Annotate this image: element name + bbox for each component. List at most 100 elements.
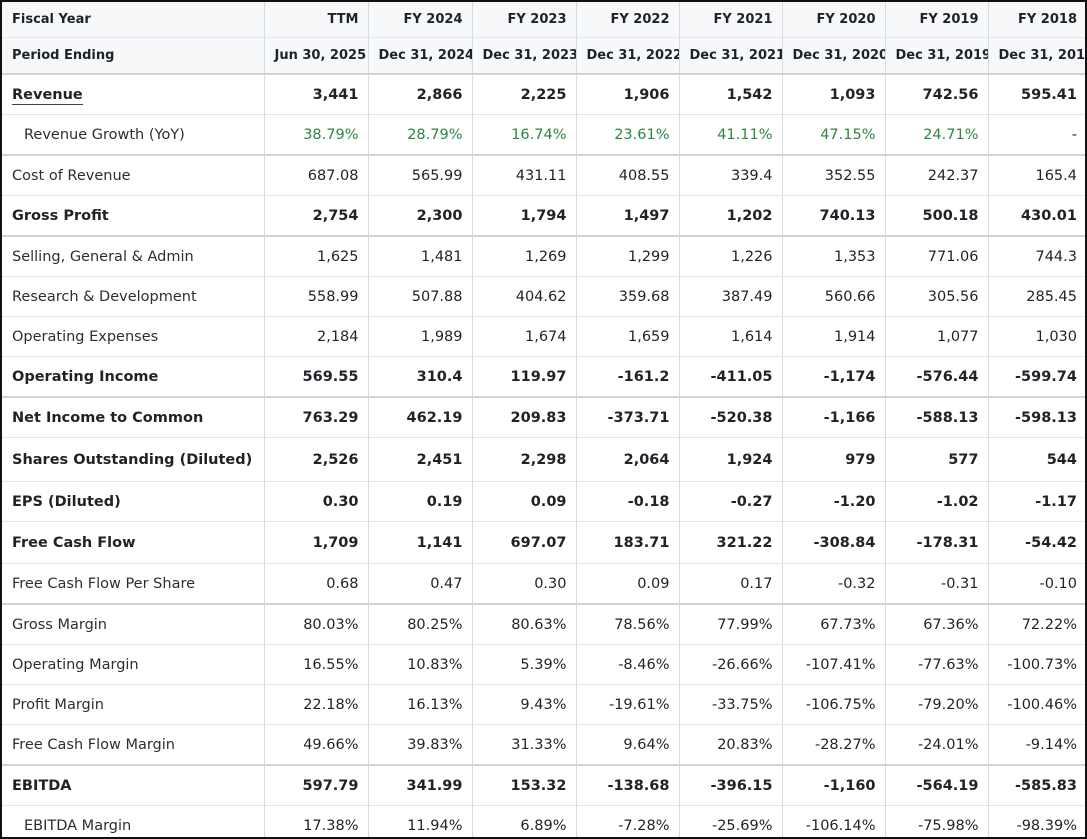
cell: 209.83 xyxy=(472,397,577,438)
year-header[interactable]: FY 2019 xyxy=(885,2,989,38)
cell: 544 xyxy=(988,437,1085,482)
cell: 183.71 xyxy=(576,521,680,564)
cell: 2,298 xyxy=(472,437,577,482)
row-fcf-margin: Free Cash Flow Margin 49.66% 39.83% 31.3… xyxy=(2,724,1085,766)
year-header[interactable]: FY 2022 xyxy=(576,2,680,38)
year-header[interactable]: FY 2023 xyxy=(472,2,577,38)
cell: 49.66% xyxy=(264,724,369,766)
period-header: Dec 31, 2018 xyxy=(988,37,1085,75)
period-header: Dec 31, 2021 xyxy=(679,37,783,75)
row-eps-diluted: EPS (Diluted) 0.30 0.19 0.09 -0.18 -0.27… xyxy=(2,481,1085,522)
row-label: Gross Margin xyxy=(2,604,265,645)
cell: -1.02 xyxy=(885,481,989,522)
cell: 740.13 xyxy=(782,195,886,237)
cell: 1,709 xyxy=(264,521,369,564)
cell: 979 xyxy=(782,437,886,482)
cell: 1,030 xyxy=(988,316,1085,357)
cell: 153.32 xyxy=(472,765,577,806)
cell: 1,497 xyxy=(576,195,680,237)
cell: -585.83 xyxy=(988,765,1085,806)
cell: 1,614 xyxy=(679,316,783,357)
cell: -106.75% xyxy=(782,684,886,725)
cell: 1,093 xyxy=(782,74,886,115)
cell: 80.25% xyxy=(368,604,473,645)
cell: 16.74% xyxy=(472,114,577,156)
year-header[interactable]: TTM xyxy=(264,2,369,38)
cell: 5.39% xyxy=(472,644,577,685)
row-profit-margin: Profit Margin 22.18% 16.13% 9.43% -19.61… xyxy=(2,684,1085,725)
cell: 1,794 xyxy=(472,195,577,237)
year-header[interactable]: FY 2020 xyxy=(782,2,886,38)
row-label: EPS (Diluted) xyxy=(2,481,265,522)
cell: -19.61% xyxy=(576,684,680,725)
cell: 1,625 xyxy=(264,236,369,277)
cell: 24.71% xyxy=(885,114,989,156)
cell: 310.4 xyxy=(368,356,473,398)
cell: 2,526 xyxy=(264,437,369,482)
row-label: Free Cash Flow Margin xyxy=(2,724,265,766)
cell: 9.64% xyxy=(576,724,680,766)
period-ending-label: Period Ending xyxy=(2,37,265,75)
year-header[interactable]: FY 2021 xyxy=(679,2,783,38)
cell: 285.45 xyxy=(988,276,1085,317)
cell: -178.31 xyxy=(885,521,989,564)
cell: 47.15% xyxy=(782,114,886,156)
cell: 0.19 xyxy=(368,481,473,522)
period-header: Dec 31, 2024 xyxy=(368,37,473,75)
cell: -308.84 xyxy=(782,521,886,564)
cell: 77.99% xyxy=(679,604,783,645)
year-header[interactable]: FY 2024 xyxy=(368,2,473,38)
row-label: Gross Profit xyxy=(2,195,265,237)
cell: -0.10 xyxy=(988,563,1085,605)
row-label: Shares Outstanding (Diluted) xyxy=(2,437,265,482)
period-header: Dec 31, 2022 xyxy=(576,37,680,75)
cell: 359.68 xyxy=(576,276,680,317)
cell: 2,866 xyxy=(368,74,473,115)
row-net-income: Net Income to Common 763.29 462.19 209.8… xyxy=(2,397,1085,438)
cell: -77.63% xyxy=(885,644,989,685)
period-header: Dec 31, 2020 xyxy=(782,37,886,75)
row-revenue: Revenue 3,441 2,866 2,225 1,906 1,542 1,… xyxy=(2,74,1085,115)
cell: 17.38% xyxy=(264,805,369,837)
cell: -564.19 xyxy=(885,765,989,806)
cell: -75.98% xyxy=(885,805,989,837)
cell: 2,184 xyxy=(264,316,369,357)
cell: 577 xyxy=(885,437,989,482)
row-label[interactable]: Revenue xyxy=(2,74,265,115)
cell: -588.13 xyxy=(885,397,989,438)
row-label: Operating Expenses xyxy=(2,316,265,357)
cell: 387.49 xyxy=(679,276,783,317)
row-gross-profit: Gross Profit 2,754 2,300 1,794 1,497 1,2… xyxy=(2,195,1085,237)
cell: 41.11% xyxy=(679,114,783,156)
cell: 1,481 xyxy=(368,236,473,277)
cell: 1,299 xyxy=(576,236,680,277)
cell: -25.69% xyxy=(679,805,783,837)
cell: -8.46% xyxy=(576,644,680,685)
cell: -396.15 xyxy=(679,765,783,806)
cell: 39.83% xyxy=(368,724,473,766)
cell: 2,225 xyxy=(472,74,577,115)
cell: 565.99 xyxy=(368,155,473,196)
cell: 597.79 xyxy=(264,765,369,806)
cell: -411.05 xyxy=(679,356,783,398)
cell: 404.62 xyxy=(472,276,577,317)
cell: 558.99 xyxy=(264,276,369,317)
cell: -373.71 xyxy=(576,397,680,438)
cell: 72.22% xyxy=(988,604,1085,645)
cell: 2,451 xyxy=(368,437,473,482)
cell: -54.42 xyxy=(988,521,1085,564)
cell: 1,226 xyxy=(679,236,783,277)
cell: 31.33% xyxy=(472,724,577,766)
period-header: Dec 31, 2019 xyxy=(885,37,989,75)
row-fcf-per-share: Free Cash Flow Per Share 0.68 0.47 0.30 … xyxy=(2,563,1085,605)
revenue-link[interactable]: Revenue xyxy=(12,86,83,105)
cell: 742.56 xyxy=(885,74,989,115)
year-header[interactable]: FY 2018 xyxy=(988,2,1085,38)
cell: -28.27% xyxy=(782,724,886,766)
period-header: Jun 30, 2025 xyxy=(264,37,369,75)
cell: 763.29 xyxy=(264,397,369,438)
cell: 0.68 xyxy=(264,563,369,605)
cell: 1,906 xyxy=(576,74,680,115)
cell: 352.55 xyxy=(782,155,886,196)
